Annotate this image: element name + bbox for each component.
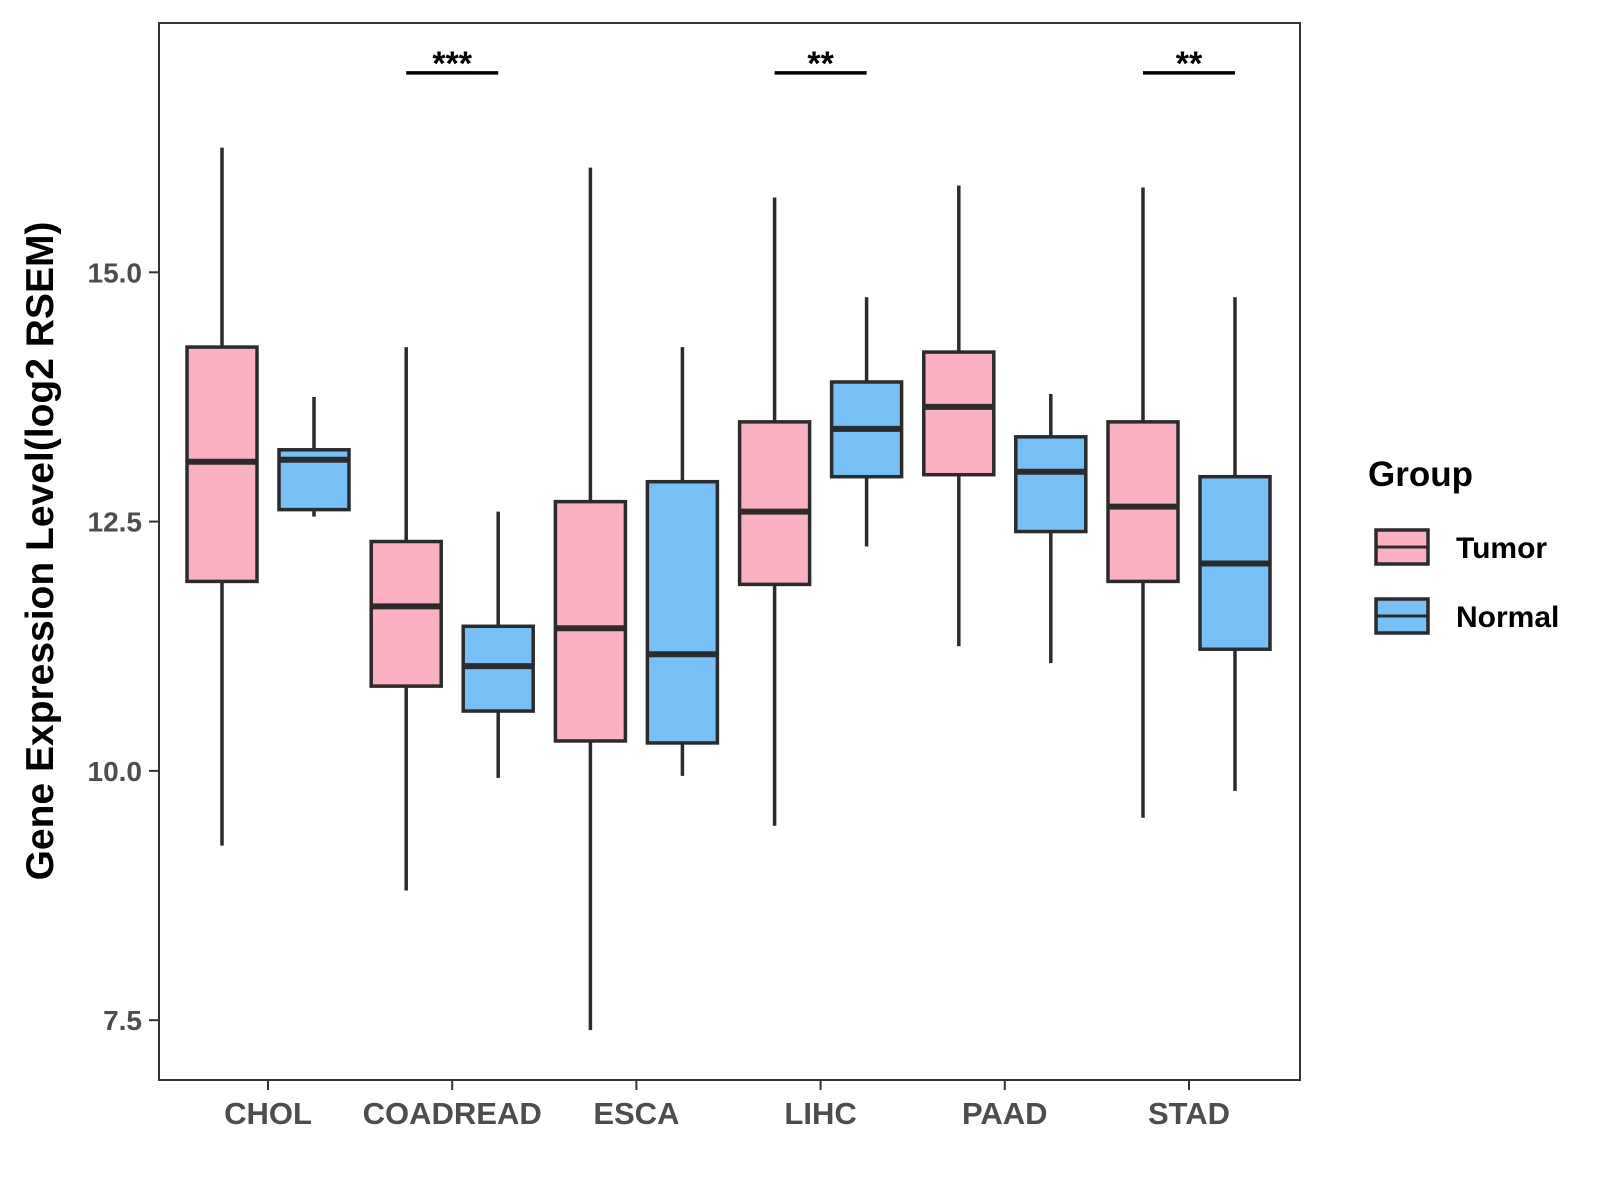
x-tick-label-chol: CHOL [224, 1096, 312, 1131]
box-esca-normal [645, 479, 720, 745]
legend: Group Tumor Normal [1368, 455, 1559, 635]
x-tick-label-paad: PAAD [962, 1096, 1048, 1131]
box-stad-tumor [1106, 420, 1180, 584]
significance-label-lihc: ** [807, 45, 834, 83]
x-tick-label-coadread: COADREAD [363, 1096, 542, 1131]
box-esca-tumor [553, 499, 628, 743]
box-paad-tumor [922, 350, 996, 477]
y-axis-title: Gene Expression Level(log2 RSEM) [19, 222, 62, 881]
y-tick-label: 15.0 [88, 257, 143, 288]
x-tick-label-lihc: LIHC [784, 1096, 856, 1131]
significance-label-coadread: *** [432, 45, 472, 83]
x-axis: CHOL COADREAD ESCA LIHC PAAD STAD [224, 1080, 1230, 1131]
y-tick-label: 12.5 [88, 507, 143, 538]
box-coadread-tumor [369, 539, 443, 688]
plot-panel-border [158, 22, 1301, 1081]
legend-label-normal: Normal [1456, 601, 1559, 634]
x-tick-label-stad: STAD [1148, 1096, 1230, 1131]
boxes-layer [185, 345, 1272, 745]
y-tick-label: 10.0 [88, 756, 143, 787]
whiskers-layer [220, 147, 1237, 1031]
legend-label-tumor: Tumor [1456, 532, 1547, 565]
significance-label-stad: ** [1176, 45, 1203, 83]
y-axis: 7.5 10.0 12.5 15.0 [88, 257, 159, 1036]
x-tick-label-esca: ESCA [593, 1096, 679, 1131]
box-paad-normal [1014, 435, 1088, 534]
legend-title: Group [1368, 455, 1473, 494]
box-lihc-tumor [737, 420, 812, 587]
y-tick-label: 7.5 [103, 1005, 142, 1036]
significance-layer: *** ** ** [406, 45, 1235, 83]
